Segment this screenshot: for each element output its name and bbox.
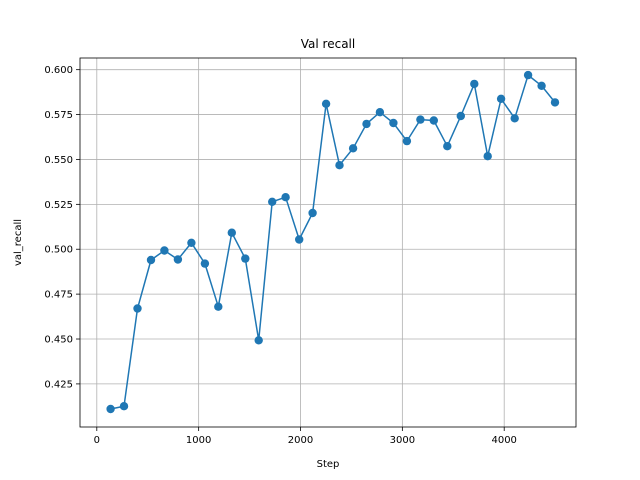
y-tick-label: 0.425 (44, 379, 73, 390)
data-point (470, 79, 479, 89)
data-point (550, 98, 560, 107)
data-point (268, 197, 277, 206)
y-tick-label: 0.475 (44, 290, 73, 301)
chart-title: Val recall (301, 37, 355, 51)
x-axis-label: Step (317, 459, 340, 470)
y-tick-label: 0.450 (44, 335, 73, 346)
y-tick-label: 0.525 (44, 200, 73, 211)
data-point (321, 99, 331, 109)
data-point (295, 235, 304, 244)
data-point (227, 228, 236, 237)
data-point (483, 152, 492, 161)
x-tick-label: 2000 (288, 435, 313, 446)
data-point (146, 255, 156, 265)
data-point (456, 111, 465, 121)
plot-frame (79, 57, 577, 428)
y-tick-label: 0.550 (44, 155, 73, 166)
data-point (443, 142, 452, 151)
y-axis: 0.425 0.450 0.475 0.500 0.525 0.550 0.575 0.600 (44, 65, 80, 390)
data-point (537, 81, 546, 91)
x-tick-label: 0 (94, 435, 100, 446)
data-point (133, 304, 142, 313)
data-point (348, 144, 358, 153)
data-point (106, 404, 115, 414)
data-point (254, 336, 263, 345)
data-point (389, 118, 398, 128)
data-point (510, 114, 519, 123)
y-tick-label: 0.600 (44, 65, 73, 76)
data-point (496, 94, 506, 104)
data-point (402, 136, 412, 146)
data-point (187, 238, 196, 247)
x-tick-label: 4000 (491, 435, 516, 446)
grid-lines (80, 58, 576, 427)
data-point (375, 108, 385, 117)
data-point (241, 254, 250, 263)
x-tick-label: 3000 (390, 435, 415, 446)
x-tick-label: 1000 (186, 435, 211, 446)
data-point (429, 116, 438, 125)
series-markers (106, 70, 560, 414)
data-point (281, 193, 290, 202)
data-point (523, 70, 533, 80)
data-point (416, 115, 425, 124)
data-point (119, 402, 129, 411)
data-point (173, 255, 183, 264)
data-point (335, 161, 344, 170)
data-point (200, 259, 210, 268)
y-axis-label: val_recall (13, 219, 24, 266)
data-point (308, 208, 317, 218)
series-line (110, 73, 556, 410)
y-tick-label: 0.500 (44, 245, 73, 256)
data-point (362, 119, 371, 129)
data-point (214, 302, 223, 311)
y-tick-label: 0.575 (44, 110, 73, 121)
data-point (160, 246, 169, 255)
x-axis: 0 1000 2000 3000 4000 (94, 427, 517, 446)
